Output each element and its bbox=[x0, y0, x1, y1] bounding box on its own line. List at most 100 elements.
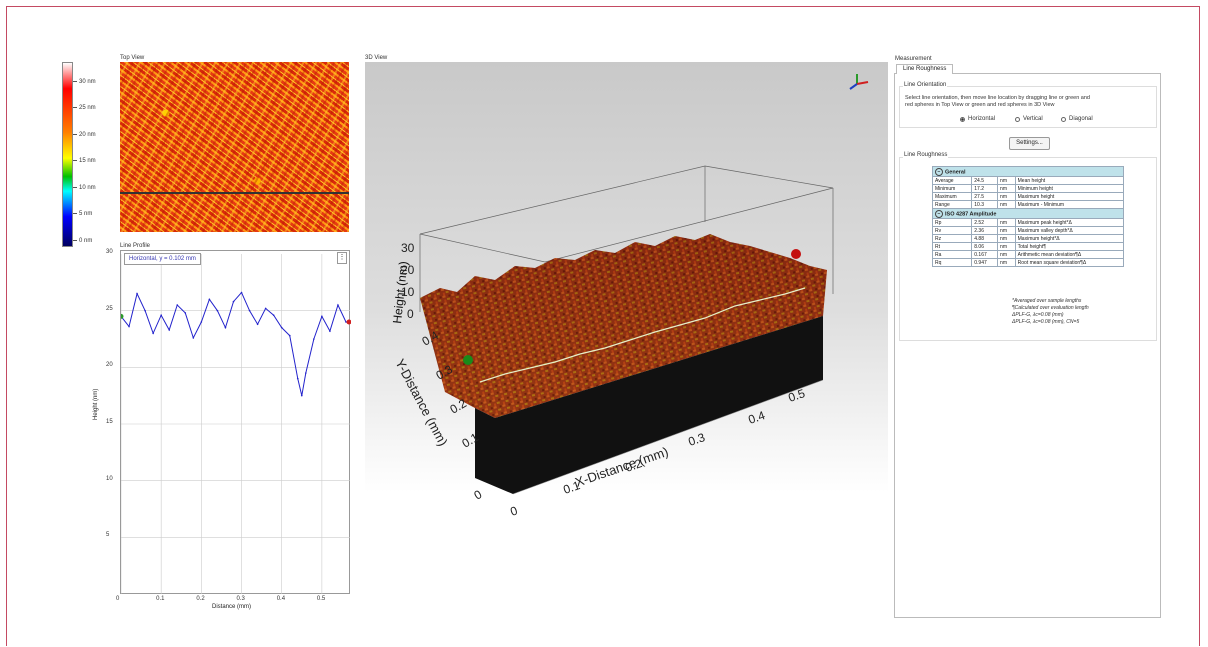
colorbar-tick-label: 25 nm bbox=[73, 105, 96, 111]
profile-data-point bbox=[264, 307, 267, 310]
table-cell-unit: nm bbox=[997, 234, 1016, 243]
table-cell-desc: Maximum - Minimum bbox=[1014, 200, 1125, 209]
colorbar-tick-label: 5 nm bbox=[73, 211, 92, 217]
3d-surface-front-face bbox=[475, 316, 823, 494]
green-sphere-handle bbox=[463, 355, 473, 365]
table-cell-value: 10.3 bbox=[971, 200, 999, 209]
table-cell-name: Rq bbox=[931, 258, 973, 267]
profile-data-point bbox=[192, 337, 195, 339]
table-row: Rv 2.36 nm Maximum valley depth*Δ bbox=[931, 226, 1125, 235]
3d-bounding-box bbox=[419, 165, 834, 312]
top-view-image[interactable] bbox=[120, 62, 349, 232]
profile-series-line bbox=[121, 291, 347, 396]
profile-data-point bbox=[272, 314, 275, 316]
profile-y-tick: 10 bbox=[106, 475, 113, 482]
profile-menu-icon[interactable]: ⋮ bbox=[337, 252, 347, 264]
profile-y-tick: 5 bbox=[106, 532, 110, 539]
table-cell-name: Ra bbox=[931, 250, 973, 259]
table-cell-name: Maximum bbox=[931, 192, 973, 201]
table-cell-desc: Arithmetic mean deviation¶Δ bbox=[1014, 250, 1125, 259]
measurement-panel bbox=[894, 73, 1161, 618]
table-section-header[interactable]: − ISO 4287 Amplitude bbox=[932, 208, 1124, 219]
table-cell-name: Average bbox=[931, 176, 973, 185]
3d-tick-label: 20 bbox=[401, 263, 415, 277]
table-cell-value: 24.5 bbox=[971, 176, 999, 185]
3d-tick-label: 10 bbox=[401, 285, 415, 299]
table-cell-value: 4.88 bbox=[971, 234, 999, 243]
radio-horizontal[interactable]: Horizontal bbox=[960, 116, 995, 122]
table-cell-name: Range bbox=[931, 200, 973, 209]
line-roughness-group bbox=[899, 157, 1157, 341]
radio-diagonal[interactable]: Diagonal bbox=[1061, 116, 1093, 122]
profile-data-point bbox=[337, 304, 339, 306]
profile-x-tick: 0.4 bbox=[276, 596, 286, 602]
profile-data-point bbox=[200, 321, 203, 323]
radio-empty-icon bbox=[1015, 116, 1020, 122]
3d-tick-label: 0 bbox=[508, 503, 519, 519]
line-orientation-group bbox=[899, 86, 1157, 128]
profile-data-point bbox=[305, 372, 307, 374]
table-row: Maximum 27.5 nm Maximum height bbox=[931, 192, 1125, 201]
table-cell-desc: Maximum valley depth*Δ bbox=[1014, 226, 1125, 235]
table-cell-desc: Minimum height bbox=[1014, 184, 1125, 193]
table-cell-value: 0.167 bbox=[971, 250, 999, 259]
colorbar-tick-label: 20 nm bbox=[73, 132, 96, 138]
footnote-4: ΔPLF-G, λc=0.08 (mm), CN=5 bbox=[1012, 319, 1080, 325]
profile-data-point bbox=[232, 300, 235, 303]
profile-data-point bbox=[288, 334, 291, 337]
table-row: Range 10.3 nm Maximum - Minimum bbox=[931, 200, 1125, 209]
3d-tick-label: 0.4 bbox=[746, 408, 767, 427]
table-cell-unit: nm bbox=[997, 250, 1016, 259]
table-row: Average 24.5 nm Mean height bbox=[931, 176, 1125, 185]
collapse-icon[interactable]: − bbox=[935, 167, 943, 176]
orientation-help-line-2: red spheres in Top View or green and red… bbox=[905, 102, 1055, 108]
profile-x-tick: 0.1 bbox=[156, 596, 165, 602]
profile-data-point bbox=[321, 315, 323, 318]
profile-data-point bbox=[216, 309, 219, 312]
table-cell-value: 0.947 bbox=[971, 258, 999, 267]
table-row: Minimum 17.2 nm Minimum height bbox=[931, 184, 1125, 193]
table-cell-desc: Maximum height*Δ bbox=[1014, 234, 1125, 243]
profile-x-tick: 0 bbox=[116, 596, 120, 602]
3d-profile-line bbox=[479, 287, 806, 383]
roughness-results-table: − General Average 24.5 nm Mean height Minimum 1… bbox=[931, 166, 1125, 267]
profile-y-tick: 30 bbox=[106, 249, 113, 255]
profile-data-point bbox=[280, 326, 283, 329]
collapse-icon[interactable]: − bbox=[935, 209, 943, 218]
table-row: Rt 8.06 nm Total height¶ bbox=[931, 242, 1125, 251]
table-cell-value: 8.06 bbox=[971, 242, 999, 251]
profile-line-label: Horizontal, y = 0.102 mm bbox=[124, 253, 201, 265]
table-section-header[interactable]: − General bbox=[932, 166, 1124, 177]
profile-data-point bbox=[329, 330, 331, 332]
table-cell-name: Rt bbox=[931, 242, 973, 251]
radio-empty-icon bbox=[1061, 116, 1066, 122]
footnote-1: *Averaged over sample lengths bbox=[1012, 298, 1082, 304]
top-view-profile-line[interactable] bbox=[120, 192, 349, 194]
orientation-axes-icon bbox=[849, 74, 869, 90]
profile-data-point bbox=[160, 314, 162, 316]
line-profile-plot bbox=[121, 254, 351, 594]
3d-x-ticks: 0 0.1 0.2 0.3 0.4 0.5 bbox=[508, 386, 807, 519]
profile-y-axis-label: Height (nm) bbox=[93, 388, 99, 420]
profile-y-tick: 15 bbox=[106, 419, 113, 425]
profile-data-point bbox=[300, 394, 303, 397]
profile-data-point bbox=[152, 332, 154, 335]
3d-view-canvas[interactable]: Height (nm) Y-Distance (mm) X-Distance (… bbox=[365, 62, 888, 614]
orientation-help-line-1: Select line orientation, then move line … bbox=[905, 95, 1090, 101]
table-cell-name: Rz bbox=[931, 234, 973, 243]
3d-z-ticks: 30 20 10 0 bbox=[401, 241, 415, 321]
table-cell-unit: nm bbox=[997, 226, 1016, 235]
radio-vertical[interactable]: Vertical bbox=[1015, 116, 1043, 122]
table-cell-name: Minimum bbox=[931, 184, 973, 193]
footnote-3: ΔPLF-G, λc=0.08 (mm) bbox=[1012, 312, 1064, 318]
table-cell-name: Rv bbox=[931, 226, 973, 235]
line-orientation-title: Line Orientation bbox=[903, 82, 948, 88]
table-cell-unit: nm bbox=[997, 192, 1016, 201]
line-profile-title: Line Profile bbox=[120, 243, 151, 249]
table-cell-desc: Maximum height bbox=[1014, 192, 1125, 201]
tab-line-roughness[interactable]: Line Roughness bbox=[896, 64, 954, 74]
colorbar-tick-label: 15 nm bbox=[73, 158, 96, 164]
window-frame bbox=[6, 6, 1200, 646]
table-cell-unit: nm bbox=[997, 258, 1016, 267]
settings-button[interactable]: Settings... bbox=[1009, 137, 1050, 150]
